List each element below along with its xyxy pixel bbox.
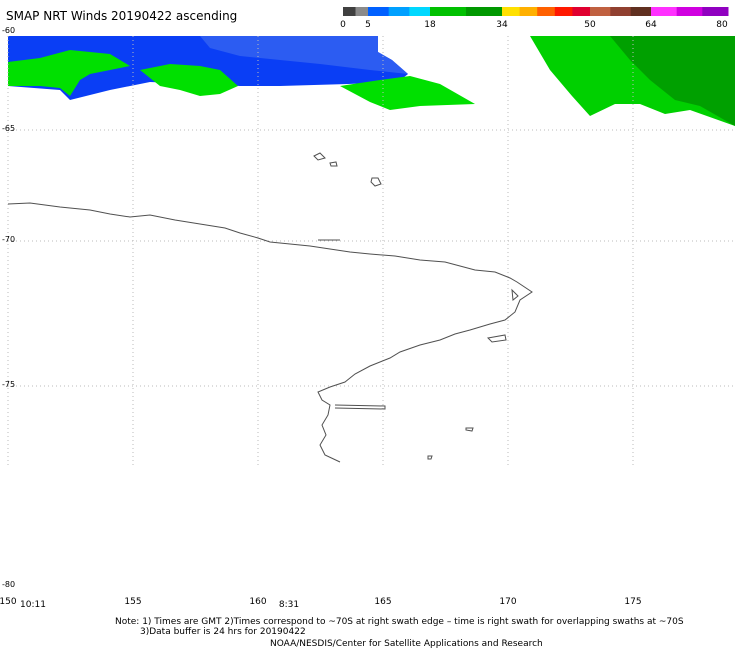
colorbar-segment: [368, 7, 390, 16]
colorbar-segment: [502, 7, 521, 16]
colorbar-label: 5: [365, 20, 371, 30]
longitude-label: 150: [0, 597, 17, 607]
colorbar-segment: [388, 7, 410, 16]
colorbar-segment: [537, 7, 556, 16]
colorbar-segment: [430, 7, 467, 16]
colorbar-segment: [409, 7, 431, 16]
colorbar-segment: [519, 7, 538, 16]
note-line: 3)Data buffer is 24 hrs for 20190422: [140, 627, 306, 637]
colorbar-label: 34: [496, 20, 508, 30]
page-title: SMAP NRT Winds 20190422 ascending: [6, 9, 238, 23]
longitude-label: 170: [499, 597, 517, 607]
colorbar-segment: [355, 7, 369, 16]
colorbar-segment: [572, 7, 591, 16]
colorbar-segment: [590, 7, 611, 16]
colorbar-label: 50: [584, 20, 596, 30]
colorbar-label: 64: [645, 20, 657, 30]
colorbar-segment: [702, 7, 729, 16]
colorbar-label: 80: [716, 20, 728, 30]
swath-time-label: 10:11: [20, 600, 46, 610]
longitude-label: 155: [124, 597, 142, 607]
colorbar-segment: [610, 7, 632, 16]
latitude-label: -70: [2, 235, 16, 244]
colorbar-segment: [676, 7, 703, 16]
credit-line: NOAA/NESDIS/Center for Satellite Applica…: [270, 639, 543, 649]
latitude-label: -80: [2, 580, 16, 589]
latitude-label: -65: [2, 124, 16, 133]
colorbar-segment: [466, 7, 503, 16]
colorbar-segment: [651, 7, 678, 16]
coastline: [7, 202, 533, 463]
latitude-label: -60: [2, 26, 16, 35]
longitude-label: 160: [249, 597, 267, 607]
colorbar-segment: [554, 7, 573, 16]
longitude-label: 175: [624, 597, 642, 607]
wind-swath-left: [8, 36, 475, 110]
colorbar-label: 18: [424, 20, 436, 30]
longitude-label: 165: [374, 597, 392, 607]
wind-speed-colorbar: [343, 7, 729, 16]
colorbar-segment: [630, 7, 652, 16]
colorbar-segment: [343, 7, 356, 16]
latitude-label: -75: [2, 380, 16, 389]
note-line: Note: 1) Times are GMT 2)Times correspon…: [115, 617, 684, 627]
islands: [313, 152, 474, 460]
swath-time-label: 8:31: [278, 600, 300, 610]
colorbar-label: 0: [340, 20, 346, 30]
